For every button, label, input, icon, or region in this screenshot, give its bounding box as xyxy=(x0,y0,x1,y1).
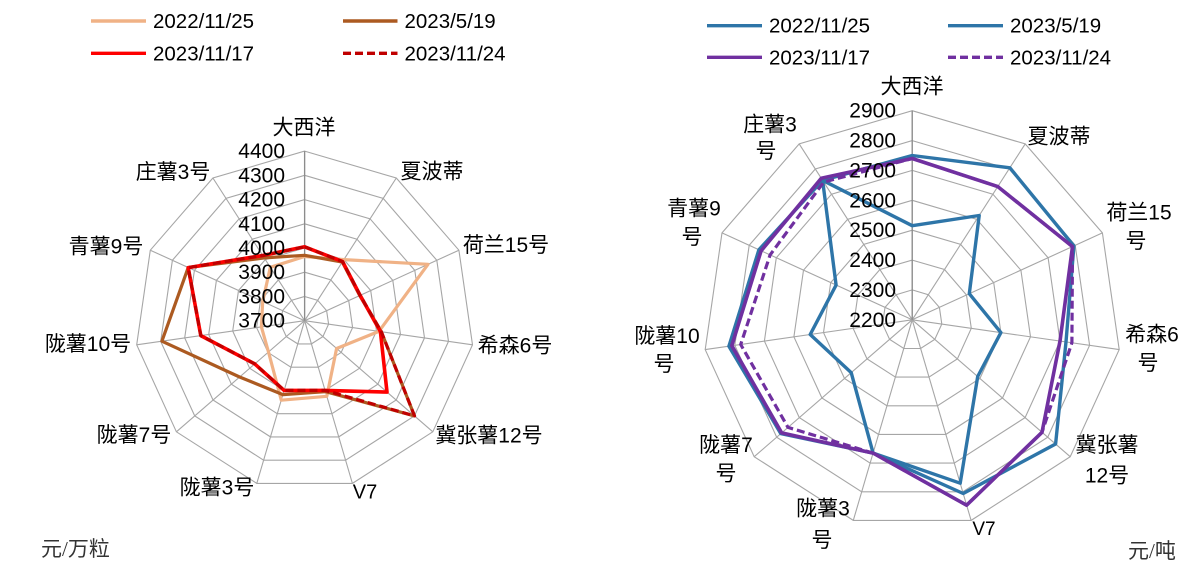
svg-text:2900: 2900 xyxy=(849,100,896,123)
svg-text:2300: 2300 xyxy=(849,279,896,302)
svg-text:冀张薯12号: 冀张薯12号 xyxy=(435,425,542,448)
svg-text:陇薯3: 陇薯3 xyxy=(796,498,850,521)
svg-text:陇薯10号: 陇薯10号 xyxy=(45,333,131,356)
svg-text:大西洋: 大西洋 xyxy=(881,76,944,99)
svg-text:号: 号 xyxy=(1138,352,1159,375)
svg-text:号: 号 xyxy=(756,140,777,163)
svg-text:号: 号 xyxy=(1126,230,1147,253)
svg-text:2023/5/19: 2023/5/19 xyxy=(1010,15,1101,38)
svg-text:陇薯7: 陇薯7 xyxy=(699,434,753,457)
svg-text:元/吨: 元/吨 xyxy=(1128,539,1176,563)
svg-text:庄薯3号: 庄薯3号 xyxy=(136,161,211,184)
svg-text:V7: V7 xyxy=(972,519,995,540)
svg-text:2700: 2700 xyxy=(849,159,896,182)
svg-text:青薯9号: 青薯9号 xyxy=(69,236,144,259)
svg-text:青薯9: 青薯9 xyxy=(667,198,721,221)
svg-text:12号: 12号 xyxy=(1085,464,1129,487)
svg-text:陇薯10: 陇薯10 xyxy=(634,325,699,348)
svg-text:庄薯3: 庄薯3 xyxy=(743,114,797,137)
svg-text:号: 号 xyxy=(682,226,703,249)
svg-text:夏波蒂: 夏波蒂 xyxy=(1028,126,1091,149)
svg-text:冀张薯: 冀张薯 xyxy=(1076,434,1139,457)
svg-text:4200: 4200 xyxy=(238,189,285,212)
svg-text:号: 号 xyxy=(812,529,833,552)
svg-text:大西洋: 大西洋 xyxy=(273,117,336,140)
svg-text:2200: 2200 xyxy=(849,309,896,332)
svg-text:2023/11/17: 2023/11/17 xyxy=(153,42,254,65)
svg-text:2500: 2500 xyxy=(849,219,896,242)
svg-text:2800: 2800 xyxy=(849,130,896,153)
svg-text:号: 号 xyxy=(654,353,675,376)
svg-text:荷兰15号: 荷兰15号 xyxy=(463,234,549,257)
svg-text:4400: 4400 xyxy=(238,140,285,163)
svg-text:陇薯7号: 陇薯7号 xyxy=(97,424,172,447)
svg-text:2023/11/17: 2023/11/17 xyxy=(769,46,870,69)
svg-text:3700: 3700 xyxy=(238,310,285,333)
svg-text:号: 号 xyxy=(716,462,737,485)
svg-text:V7: V7 xyxy=(353,482,377,504)
svg-text:2400: 2400 xyxy=(849,249,896,272)
svg-text:4300: 4300 xyxy=(238,164,285,187)
svg-text:2023/11/24: 2023/11/24 xyxy=(405,42,506,65)
svg-text:荷兰15: 荷兰15 xyxy=(1106,202,1171,225)
svg-text:2023/11/24: 2023/11/24 xyxy=(1010,46,1111,69)
svg-text:2022/11/25: 2022/11/25 xyxy=(153,10,254,33)
svg-text:3800: 3800 xyxy=(238,286,285,309)
svg-text:陇薯3号: 陇薯3号 xyxy=(180,477,255,500)
svg-text:元/万粒: 元/万粒 xyxy=(41,537,110,561)
svg-text:希森6号: 希森6号 xyxy=(478,335,553,358)
svg-text:3900: 3900 xyxy=(238,261,285,284)
svg-text:希森6: 希森6 xyxy=(1125,324,1179,347)
svg-text:2023/5/19: 2023/5/19 xyxy=(405,10,496,33)
svg-text:夏波蒂: 夏波蒂 xyxy=(401,161,464,184)
svg-text:4100: 4100 xyxy=(238,213,285,236)
svg-text:2600: 2600 xyxy=(849,189,896,212)
svg-text:4000: 4000 xyxy=(238,237,285,260)
svg-text:2022/11/25: 2022/11/25 xyxy=(769,15,870,38)
